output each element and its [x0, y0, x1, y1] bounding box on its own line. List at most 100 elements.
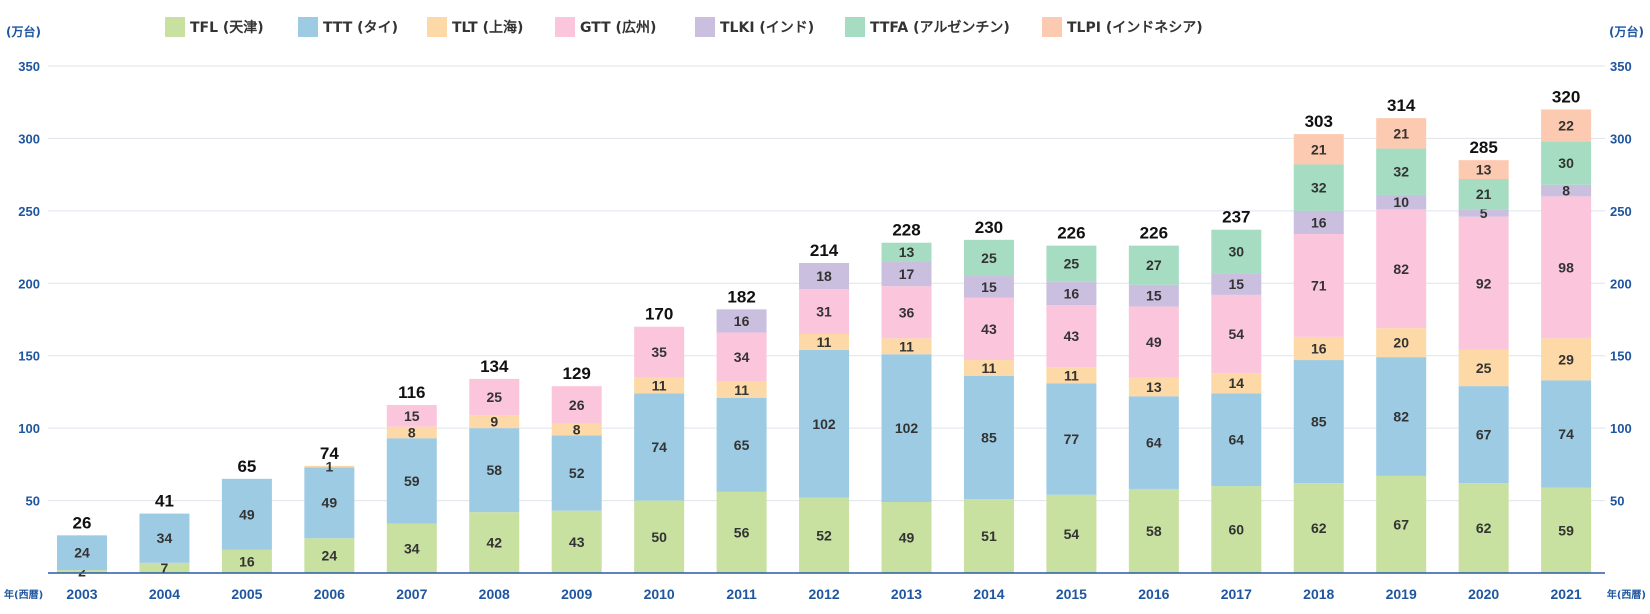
bar-segment	[1211, 373, 1262, 394]
bar-segment	[881, 261, 932, 287]
data-label: 11	[899, 338, 914, 354]
data-label: 25	[981, 250, 997, 266]
bar-segment	[881, 286, 932, 339]
data-label: 32	[1393, 164, 1409, 180]
data-label: 15	[1229, 276, 1245, 292]
bar-segment	[1046, 494, 1097, 573]
data-label: 31	[816, 304, 832, 320]
bar-segment	[1293, 360, 1344, 484]
bar-segment	[963, 499, 1014, 573]
data-label: 51	[981, 528, 997, 544]
data-label: 25	[1476, 360, 1492, 376]
bar-segment	[1376, 194, 1427, 210]
data-label: 102	[812, 416, 836, 432]
data-label: 8	[1562, 183, 1570, 199]
total-label: 26	[73, 513, 92, 532]
data-label: 11	[982, 360, 997, 376]
bar-segment	[304, 465, 355, 468]
bar-segment	[469, 378, 520, 416]
bar-segment	[469, 512, 520, 573]
data-label: 8	[408, 424, 416, 440]
data-label: 21	[1393, 125, 1409, 141]
data-label: 27	[1146, 257, 1162, 273]
data-label: 13	[1146, 379, 1162, 395]
legend-item-label: TLT (上海)	[452, 19, 523, 36]
bar-segment	[716, 332, 767, 382]
legend: TFL (天津) TTT (タイ) TLT (上海) GTT (広州) TLKI (イン…	[165, 17, 1203, 37]
y-tick-label-right: 50	[1610, 494, 1624, 509]
data-label: 102	[895, 420, 919, 436]
data-label: 24	[322, 548, 338, 564]
bar-segment	[799, 263, 850, 290]
bar-segment	[386, 523, 437, 573]
bar-segment	[1541, 380, 1592, 488]
data-label: 34	[734, 349, 750, 365]
x-tick-label: 2015	[1056, 586, 1087, 602]
legend-swatch	[845, 17, 865, 37]
bar-segment	[634, 393, 685, 501]
data-label: 16	[239, 553, 255, 569]
bar-segment	[634, 500, 685, 573]
data-label: 52	[816, 527, 832, 543]
legend-swatch	[298, 17, 318, 37]
total-label: 116	[398, 383, 425, 402]
data-label: 18	[816, 268, 832, 284]
total-label: 65	[237, 457, 256, 476]
bar-segment	[1293, 210, 1344, 235]
data-label: 34	[157, 530, 173, 546]
bar-segment	[221, 549, 272, 573]
data-label: 67	[1476, 427, 1492, 443]
bar-segment	[881, 354, 932, 503]
total-label: 170	[645, 305, 673, 324]
legend-swatch	[427, 17, 447, 37]
total-label: 134	[480, 357, 509, 376]
bar-segment	[1211, 229, 1262, 274]
y-tick-label-right: 100	[1610, 421, 1632, 436]
data-label: 62	[1311, 520, 1327, 536]
bar-segment	[1128, 396, 1179, 489]
data-label: 43	[981, 321, 997, 337]
total-label: 230	[975, 218, 1003, 237]
bar-segment	[1128, 377, 1179, 397]
bar-segment	[799, 497, 850, 573]
total-label: 129	[563, 364, 591, 383]
bars: 2242673441164965244917434598151164258925…	[57, 87, 1592, 580]
bar-segment	[139, 513, 190, 563]
data-label: 9	[490, 414, 498, 430]
bar-segment	[1128, 284, 1179, 307]
y-tick-label-left: 300	[18, 131, 40, 146]
total-label: 314	[1387, 96, 1416, 115]
x-tick-label: 2008	[479, 586, 510, 602]
bar-segment	[386, 438, 437, 524]
bar-segment	[1458, 160, 1509, 179]
data-label: 77	[1064, 431, 1080, 447]
data-label: 35	[651, 344, 667, 360]
x-tick-label: 2005	[231, 586, 262, 602]
bar-segment	[1046, 305, 1097, 368]
x-tick-label: 2017	[1221, 586, 1252, 602]
x-tick-label: 2019	[1386, 586, 1417, 602]
bar-segment	[304, 467, 355, 539]
data-label: 92	[1476, 275, 1492, 291]
data-label: 71	[1311, 277, 1327, 293]
data-label: 59	[1558, 522, 1574, 538]
data-label: 24	[74, 545, 90, 561]
bar-segment	[634, 377, 685, 394]
data-label: 82	[1393, 409, 1409, 425]
bar-segment	[1458, 349, 1509, 387]
bar-segment	[1376, 357, 1427, 476]
bar-segment	[716, 397, 767, 492]
data-label: 16	[1311, 214, 1327, 230]
bar-segment	[1128, 245, 1179, 285]
data-label: 50	[651, 529, 667, 545]
legend-item-label: TTT (タイ)	[323, 20, 398, 36]
bar-segment	[1293, 134, 1344, 165]
data-label: 85	[1311, 414, 1327, 430]
bar-segment	[963, 276, 1014, 298]
total-label: 74	[320, 444, 339, 463]
bar-segment	[881, 338, 932, 355]
y-tick-label-right: 300	[1610, 131, 1632, 146]
x-tick-label: 2018	[1303, 586, 1334, 602]
data-label: 25	[486, 389, 502, 405]
legend-swatch	[695, 17, 715, 37]
